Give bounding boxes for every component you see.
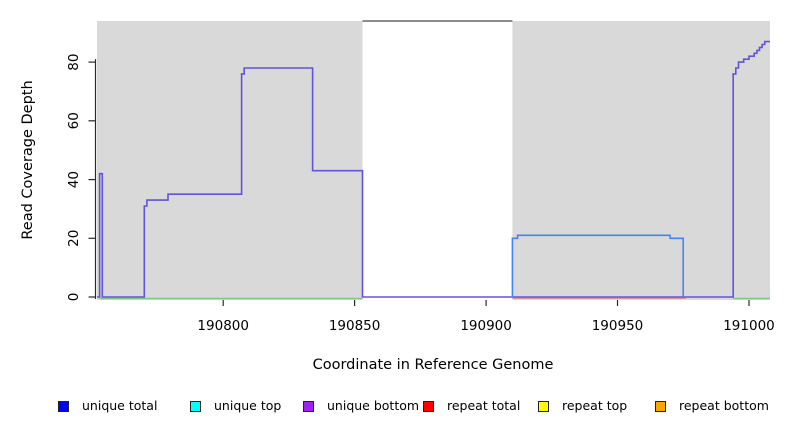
y-tick-label: 20 (66, 230, 82, 247)
uncovered-gap-region (362, 21, 513, 300)
y-tick-label: 60 (66, 112, 82, 129)
covered-region-right (512, 21, 770, 300)
series-unique-bottom-coverage (97, 40, 770, 298)
x-tick-label: 190900 (460, 318, 512, 334)
y-tick-label: 40 (66, 171, 82, 188)
x-tick-label: 190850 (329, 318, 381, 334)
x-tick-label: 191000 (723, 318, 775, 334)
covered-region-left (97, 21, 363, 300)
y-axis-title: Read Coverage Depth (20, 80, 36, 239)
y-tick-label: 0 (66, 293, 82, 302)
x-tick-label: 190800 (197, 318, 249, 334)
x-tick-label: 190950 (592, 318, 644, 334)
x-axis-title: Coordinate in Reference Genome (313, 357, 554, 373)
series-unique-total-plateau (511, 234, 685, 297)
y-tick-label: 80 (66, 54, 82, 71)
